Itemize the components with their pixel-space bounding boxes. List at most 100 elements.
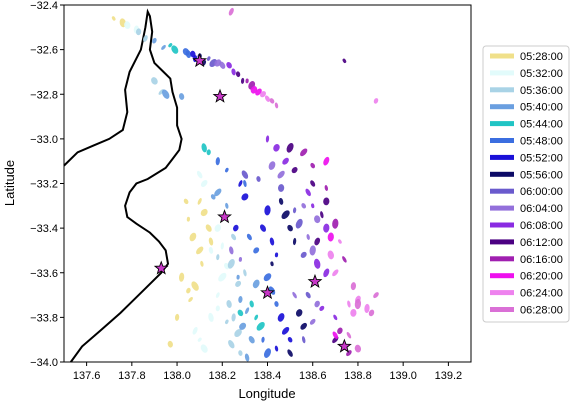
legend-swatch	[490, 53, 514, 59]
y-tick-label: −34.0	[30, 357, 58, 369]
data-point	[233, 224, 239, 232]
data-point	[327, 250, 334, 260]
data-point	[243, 269, 247, 277]
x-axis: 137.6 137.8 138.0 138.2 138.4 138.6 138.8 139.0…	[73, 362, 462, 382]
data-point	[260, 91, 266, 98]
data-point	[174, 313, 180, 321]
data-point	[277, 184, 285, 192]
data-point	[311, 203, 315, 209]
data-point	[254, 314, 259, 321]
data-point	[332, 269, 339, 277]
legend-swatch	[490, 138, 514, 143]
legend-swatch	[490, 188, 514, 194]
data-point	[235, 71, 241, 78]
legend-swatch	[490, 290, 514, 296]
y-tick-label: −32.8	[30, 89, 58, 101]
data-point	[205, 224, 212, 232]
data-point	[264, 205, 271, 216]
legend-label: 05:28:00	[520, 51, 563, 63]
star-marker	[260, 285, 275, 300]
data-point	[188, 297, 193, 302]
data-point	[225, 319, 229, 325]
legend-swatch	[490, 171, 514, 177]
data-point	[268, 161, 276, 170]
data-point	[231, 313, 236, 322]
x-axis-label: Longitude	[238, 386, 295, 401]
y-tick-label: −32.4	[30, 0, 58, 12]
data-point	[320, 211, 324, 219]
data-point	[214, 224, 222, 232]
legend-swatch	[490, 307, 514, 312]
data-point	[151, 77, 158, 85]
data-point	[201, 143, 207, 153]
data-point	[287, 336, 293, 343]
data-point	[200, 260, 204, 267]
data-point	[225, 202, 229, 209]
star-markers-layer	[153, 52, 352, 353]
data-point	[300, 322, 308, 330]
data-point	[227, 258, 235, 269]
data-point	[342, 58, 347, 64]
data-point	[186, 216, 191, 222]
legend-label: 05:52:00	[520, 152, 563, 164]
data-point	[342, 256, 347, 263]
data-point	[310, 180, 316, 187]
legend-swatch	[490, 154, 514, 160]
data-point	[225, 167, 229, 173]
data-point	[269, 98, 275, 104]
data-point	[323, 156, 330, 166]
data-point	[226, 61, 232, 69]
y-tick-label: −33.4	[30, 223, 58, 235]
data-point	[281, 210, 290, 220]
data-point	[313, 258, 321, 269]
data-point	[228, 7, 234, 16]
data-point	[263, 273, 272, 282]
data-point	[249, 300, 254, 308]
data-point	[208, 246, 214, 254]
data-point	[333, 314, 338, 321]
data-point	[171, 45, 179, 54]
data-point	[277, 170, 285, 179]
data-point	[301, 203, 307, 209]
data-point	[234, 329, 242, 337]
data-point	[277, 313, 285, 322]
data-point	[281, 326, 290, 335]
data-point	[309, 245, 316, 256]
data-point	[332, 331, 339, 339]
data-point	[354, 298, 362, 310]
legend-label: 06:12:00	[520, 237, 563, 249]
data-point	[274, 301, 279, 307]
data-point	[218, 272, 227, 282]
legend: 05:28:00 05:32:00 05:36:00 05:40:00 05:44:00…	[482, 45, 570, 323]
data-point	[244, 353, 250, 362]
data-point	[192, 326, 198, 335]
data-point	[368, 309, 375, 317]
legend-label: 06:28:00	[520, 305, 563, 317]
data-point	[241, 193, 249, 201]
star-marker	[307, 273, 323, 288]
data-point	[226, 300, 232, 308]
data-point	[215, 157, 220, 166]
legend-label: 06:08:00	[520, 220, 563, 232]
data-point	[287, 349, 293, 357]
data-point	[206, 56, 211, 61]
data-point	[189, 232, 197, 242]
legend-swatch	[490, 104, 514, 110]
data-point	[220, 242, 224, 250]
star-marker	[192, 52, 208, 68]
data-point	[185, 50, 192, 59]
y-axis: −32.4 −32.6 −32.8 −33.0 −33.2 −33.4 −33.6 −33.8…	[30, 0, 64, 369]
x-tick-label: 138.2	[209, 370, 237, 382]
data-point	[270, 261, 274, 267]
y-tick-label: −33.6	[30, 268, 58, 280]
legend-swatch	[490, 70, 514, 76]
star-marker	[217, 209, 232, 224]
data-point	[347, 300, 351, 308]
data-point	[215, 305, 220, 312]
data-point	[215, 292, 220, 298]
data-point	[256, 176, 261, 182]
legend-label: 06:24:00	[520, 288, 563, 300]
data-point	[124, 21, 131, 29]
star-marker	[212, 88, 228, 103]
